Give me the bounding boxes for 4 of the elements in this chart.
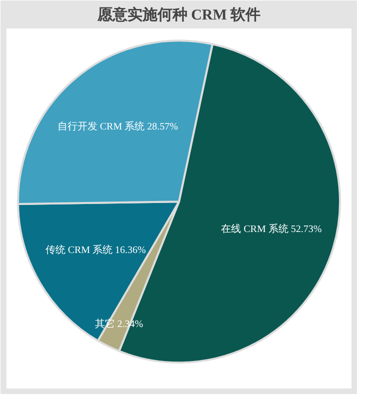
slice-label: 自行开发 CRM 系统 28.57% (57, 120, 178, 132)
slice-label: 在线 CRM 系统 52.73% (221, 223, 322, 236)
chart-title: 愿意实施何种 CRM 软件 (96, 6, 261, 24)
slice-label: 传统 CRM 系统 16.36% (45, 244, 146, 256)
